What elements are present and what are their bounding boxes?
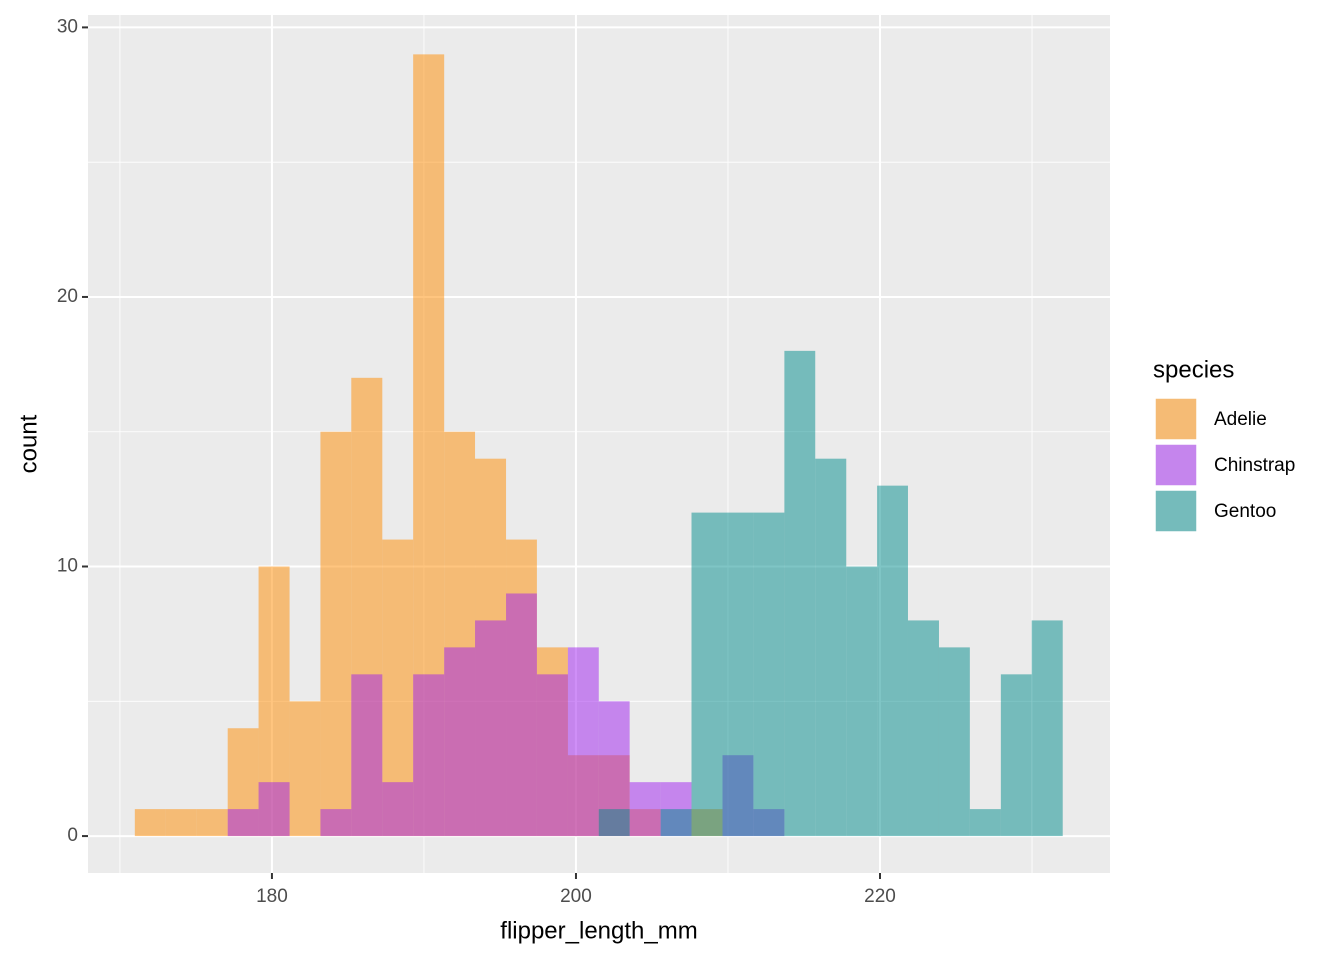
histogram-bar [1000, 674, 1032, 837]
legend-key [1154, 397, 1198, 441]
y-tick-label: 30 [57, 16, 78, 37]
histogram-bar [1031, 620, 1063, 837]
histogram-bar [134, 809, 166, 837]
histogram-bar [227, 809, 259, 837]
legend-key [1154, 443, 1198, 487]
x-axis-title: flipper_length_mm [500, 917, 697, 944]
y-axis-title: count [15, 414, 42, 473]
legend-key [1154, 489, 1198, 533]
histogram-bar [413, 674, 445, 837]
x-tick-label: 180 [256, 886, 288, 907]
histogram-bar [196, 809, 228, 837]
histogram-bar [969, 809, 1001, 837]
histogram-bar [598, 809, 630, 837]
histogram-bar [444, 647, 476, 837]
y-tick-label: 20 [57, 286, 78, 307]
y-tick-label: 0 [67, 825, 78, 846]
histogram-bar [351, 674, 383, 837]
histogram-bar [753, 512, 785, 837]
histogram-bar [629, 782, 661, 837]
histogram-bar [815, 458, 847, 837]
legend-label: Adelie [1214, 409, 1267, 430]
histogram-bar [382, 782, 414, 837]
histogram-bar [536, 674, 568, 837]
histogram-bar [846, 566, 878, 837]
legend-title: species [1153, 356, 1234, 383]
histogram-bar [475, 620, 507, 837]
legend-label: Chinstrap [1214, 455, 1295, 476]
histogram-bar [320, 431, 352, 837]
histogram-bar [506, 593, 537, 837]
histogram-bar [567, 647, 599, 837]
x-tick-label: 220 [864, 886, 896, 907]
histogram-bar [907, 620, 939, 837]
histogram-bar [660, 809, 692, 837]
histogram-bar [691, 512, 723, 837]
histogram-bar [938, 647, 970, 837]
histogram-bar [320, 809, 352, 837]
legend-label: Gentoo [1214, 501, 1276, 522]
y-tick-label: 10 [57, 556, 78, 577]
histogram-bar [165, 809, 197, 837]
histogram-bar [289, 701, 321, 837]
x-tick-label: 200 [560, 886, 592, 907]
histogram-bar [784, 350, 816, 837]
histogram-bar [877, 485, 908, 837]
histogram-bar [722, 512, 754, 837]
histogram-bar [258, 782, 290, 837]
